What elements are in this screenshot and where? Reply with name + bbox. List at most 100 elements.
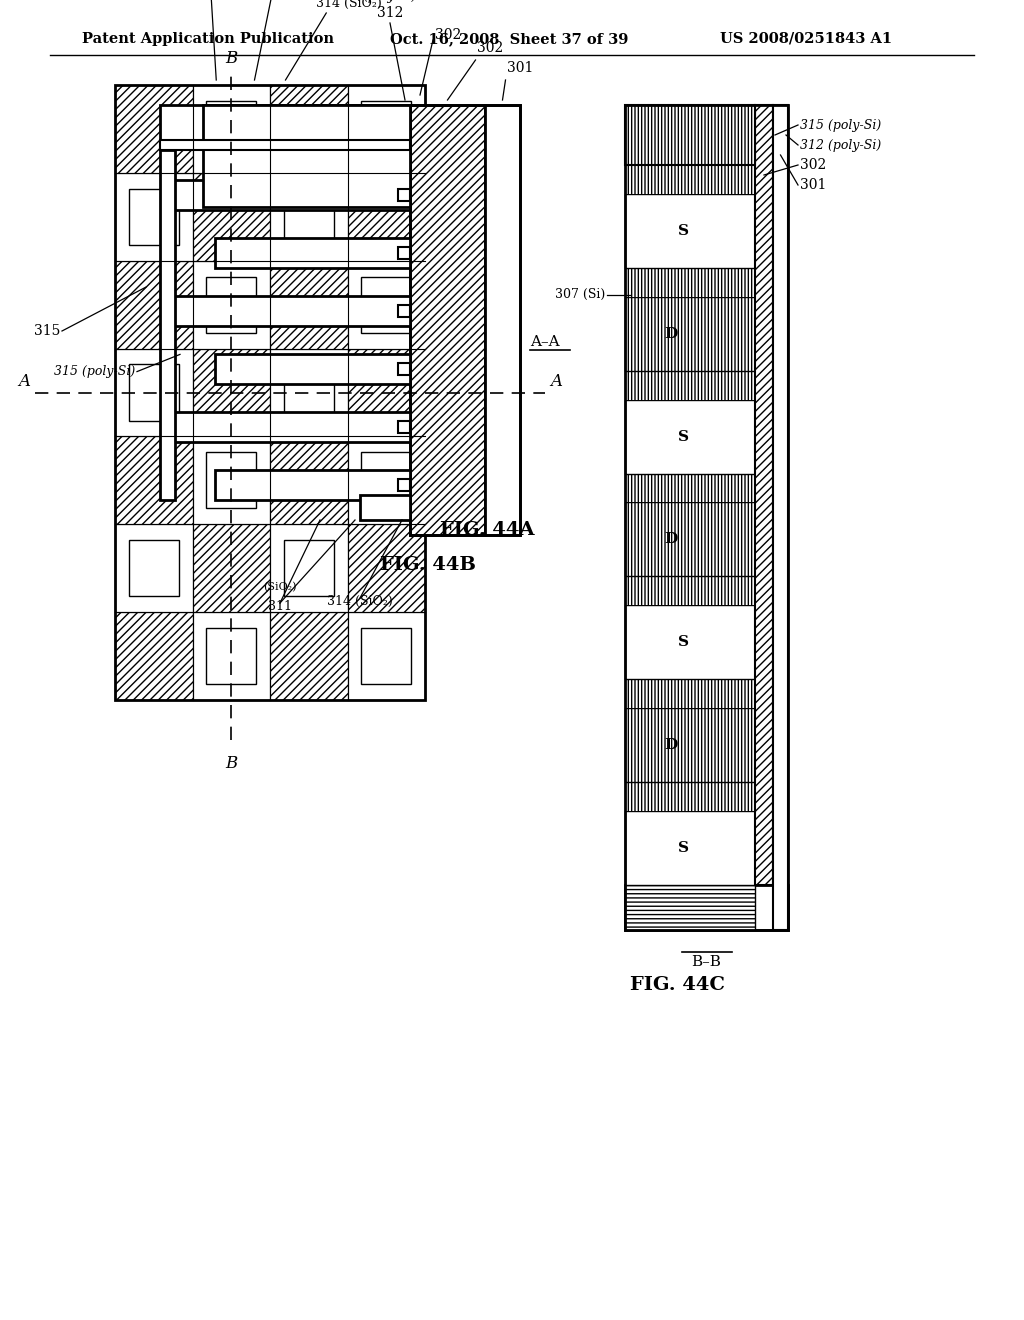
Bar xyxy=(361,100,411,157)
Bar xyxy=(193,173,270,261)
Bar xyxy=(398,421,410,433)
Bar xyxy=(115,173,193,261)
Text: S: S xyxy=(678,635,689,649)
Bar xyxy=(625,194,755,268)
Bar xyxy=(398,363,410,375)
Bar xyxy=(215,354,410,384)
Text: Patent Application Publication: Patent Application Publication xyxy=(82,32,334,46)
Bar xyxy=(193,524,270,612)
Bar xyxy=(207,100,256,157)
Bar xyxy=(410,106,520,535)
Bar xyxy=(203,106,410,207)
Bar xyxy=(380,106,410,145)
Bar xyxy=(410,106,485,535)
Text: 301: 301 xyxy=(800,178,826,191)
Bar xyxy=(347,261,425,348)
Text: FIG. 44A: FIG. 44A xyxy=(440,521,535,539)
Bar xyxy=(625,165,755,194)
Bar xyxy=(625,577,755,606)
Bar xyxy=(215,470,410,500)
Text: 315 (poly-Si): 315 (poly-Si) xyxy=(53,366,135,378)
Bar xyxy=(625,606,755,680)
Bar xyxy=(115,84,425,700)
Bar xyxy=(625,783,755,810)
Bar xyxy=(115,612,193,700)
Bar xyxy=(347,173,425,261)
Bar xyxy=(270,84,347,173)
Bar xyxy=(625,106,788,931)
Text: D: D xyxy=(664,738,677,752)
Bar xyxy=(160,140,410,150)
Bar xyxy=(361,628,411,684)
Text: D: D xyxy=(664,532,677,546)
Bar xyxy=(284,364,334,421)
Bar xyxy=(193,437,270,524)
Bar xyxy=(625,680,755,708)
Bar xyxy=(207,276,256,333)
Bar xyxy=(129,189,178,246)
Text: (SiO₂): (SiO₂) xyxy=(263,582,297,593)
Bar xyxy=(625,106,755,165)
Bar xyxy=(398,189,410,201)
Text: S: S xyxy=(678,841,689,855)
Text: FIG. 44C: FIG. 44C xyxy=(630,975,725,994)
Text: Oct. 16, 2008  Sheet 37 of 39: Oct. 16, 2008 Sheet 37 of 39 xyxy=(390,32,629,46)
Bar xyxy=(193,612,270,700)
Text: 301: 301 xyxy=(508,61,534,75)
Bar xyxy=(361,276,411,333)
Text: 311: 311 xyxy=(268,601,292,612)
Bar xyxy=(284,189,334,246)
Bar xyxy=(398,479,410,491)
Text: 302: 302 xyxy=(800,158,826,172)
Bar xyxy=(625,474,755,503)
Text: FIG. 44B: FIG. 44B xyxy=(380,556,476,574)
Bar xyxy=(625,503,755,577)
Bar xyxy=(625,297,755,371)
Text: D: D xyxy=(664,326,677,341)
Bar xyxy=(170,180,410,210)
Bar xyxy=(361,453,411,508)
Text: 307 (Si): 307 (Si) xyxy=(555,288,605,301)
Text: 314 (SiO₂): 314 (SiO₂) xyxy=(316,0,382,11)
Bar xyxy=(270,173,347,261)
Text: S: S xyxy=(678,429,689,444)
Text: (poly-Si): (poly-Si) xyxy=(364,0,417,3)
Bar xyxy=(485,106,520,535)
Bar xyxy=(347,524,425,612)
Bar xyxy=(283,106,410,187)
Bar xyxy=(207,453,256,508)
Bar xyxy=(284,540,334,597)
Bar xyxy=(160,150,175,500)
Text: A: A xyxy=(18,374,30,391)
Bar xyxy=(347,437,425,524)
Bar xyxy=(270,437,347,524)
Bar xyxy=(115,84,193,173)
Bar xyxy=(398,247,410,259)
Bar xyxy=(625,884,755,931)
Text: 302: 302 xyxy=(435,28,461,42)
Bar xyxy=(160,106,410,145)
Bar xyxy=(270,524,347,612)
Bar xyxy=(625,268,755,297)
Bar xyxy=(347,612,425,700)
Bar xyxy=(360,495,410,520)
Text: S: S xyxy=(678,224,689,238)
Bar xyxy=(625,400,755,474)
Bar xyxy=(129,540,178,597)
Bar xyxy=(270,261,347,348)
Bar xyxy=(625,371,755,400)
Text: B: B xyxy=(225,755,238,772)
Bar xyxy=(270,348,347,437)
Text: 315: 315 xyxy=(34,323,60,338)
Bar xyxy=(215,238,410,268)
Text: 302: 302 xyxy=(477,41,504,55)
Bar xyxy=(115,261,193,348)
Bar xyxy=(115,348,193,437)
Text: US 2008/0251843 A1: US 2008/0251843 A1 xyxy=(720,32,892,46)
Text: B: B xyxy=(225,50,238,67)
Bar xyxy=(347,84,425,173)
Text: 312: 312 xyxy=(377,7,403,20)
Bar xyxy=(193,348,270,437)
Bar xyxy=(625,884,788,931)
Bar xyxy=(170,296,410,326)
